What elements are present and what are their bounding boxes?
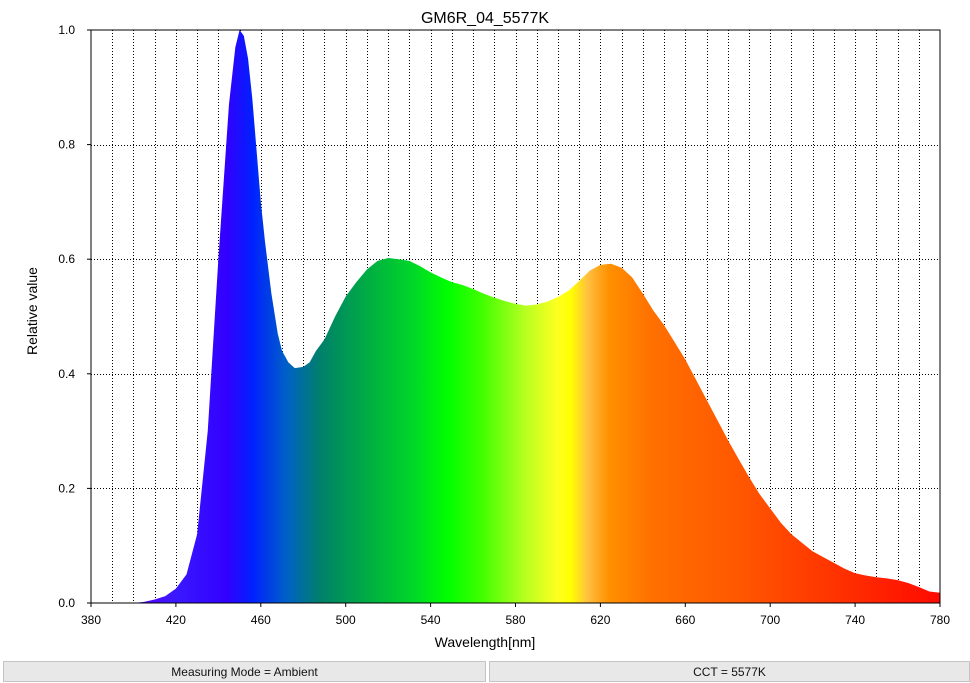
x-tick-label: 460 — [251, 613, 271, 627]
x-tick-label: 420 — [166, 613, 186, 627]
spectrum-area — [133, 30, 940, 603]
x-axis-label: Wavelength[nm] — [435, 634, 536, 650]
y-axis-label: Relative value — [24, 267, 40, 355]
y-tick-label: 0.2 — [58, 481, 75, 495]
y-tick-label: 0.6 — [58, 252, 75, 266]
cct-status: CCT = 5577K — [489, 661, 970, 682]
y-tick-label: 1.0 — [58, 23, 75, 37]
x-tick-label: 780 — [930, 613, 950, 627]
spectrum-chart: GM6R_04_5577K 380 420 460 500 540 580 620 660 70… — [24, 10, 950, 650]
y-tick-label: 0.0 — [58, 596, 75, 610]
y-tick-label: 0.8 — [58, 138, 75, 152]
x-tick-label: 700 — [760, 613, 780, 627]
y-tick-label: 0.4 — [58, 367, 75, 381]
x-tick-label: 660 — [675, 613, 695, 627]
y-axis-ticks: 0.0 0.2 0.4 0.6 0.8 1.0 — [58, 23, 91, 610]
x-axis-ticks: 380 420 460 500 540 580 620 660 700 740 780 — [81, 603, 950, 627]
x-tick-label: 740 — [845, 613, 865, 627]
status-bar: Measuring Mode = Ambient CCT = 5577K — [0, 660, 970, 683]
chart-title: GM6R_04_5577K — [421, 10, 549, 27]
x-tick-label: 500 — [336, 613, 356, 627]
measuring-mode-status: Measuring Mode = Ambient — [3, 661, 486, 682]
x-tick-label: 540 — [421, 613, 441, 627]
x-tick-label: 620 — [590, 613, 610, 627]
x-tick-label: 580 — [505, 613, 525, 627]
x-tick-label: 380 — [81, 613, 101, 627]
